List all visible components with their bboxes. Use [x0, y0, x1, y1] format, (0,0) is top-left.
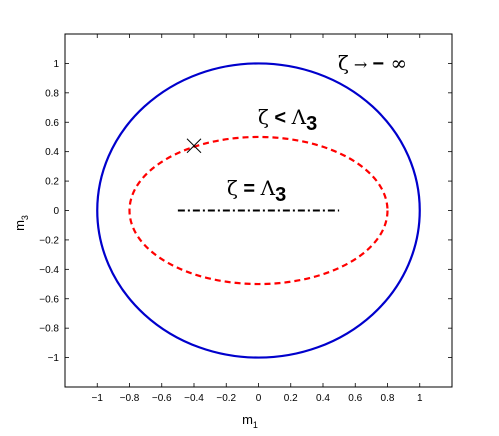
y-tick-label: −1 [48, 353, 60, 364]
x-tick-label: −0.8 [120, 393, 140, 404]
x-marker [186, 138, 202, 154]
x-tick-label: 0.2 [284, 393, 298, 404]
x-tick-label: −0.4 [184, 393, 204, 404]
axes: −1 −0.8 −0.6 −0.4 −0.2 0 0.2 0.4 0.6 0.8 1 1 0.8 0.6 0… [39, 33, 453, 404]
x-tick-label: 1 [417, 393, 423, 404]
x-tick-label: 0.4 [316, 393, 330, 404]
y-axis-label-main: m [12, 220, 27, 231]
x-axis-label-sub: 1 [253, 420, 258, 430]
y-tick-label: −0.6 [39, 294, 59, 305]
series-1-dashed-ellipse [128, 135, 389, 286]
y-tick-label: 0.8 [45, 88, 59, 99]
x-axis-label: m1 [242, 412, 258, 430]
x-tick-label: 0 [256, 393, 262, 404]
plot-area [96, 62, 421, 359]
series-0-solid-circle [96, 62, 421, 359]
y-tick-label: 0 [53, 206, 59, 217]
annotation-zeta-equals-lambda: ζ = Λ3 [227, 176, 286, 206]
x-tick-label: 0.6 [348, 393, 362, 404]
x-marker-stroke-2 [186, 138, 202, 154]
y-tick-label: −0.4 [39, 265, 59, 276]
y-tick-label: 0.2 [45, 177, 59, 188]
y-tick-label: 1 [53, 59, 59, 70]
y-axis-label: m3 [12, 215, 30, 231]
x-tick-label: −0.2 [216, 393, 236, 404]
x-tick-label: −1 [92, 393, 104, 404]
y-tick-label: 0.6 [45, 118, 59, 129]
annotation-zeta-to-minus-infinity: ζ → − ∞ [338, 51, 407, 75]
y-axis-label-sub: 3 [20, 215, 30, 220]
y-tick-label: −0.2 [39, 235, 59, 246]
x-axis-label-main: m [242, 412, 253, 427]
y-tick-label: 0.4 [45, 147, 59, 158]
x-tick-label: 0.8 [381, 393, 395, 404]
annotation-zeta-less-than-lambda: ζ < Λ3 [258, 105, 317, 135]
y-tick-label: −0.8 [39, 324, 59, 335]
x-tick-label: −0.6 [152, 393, 172, 404]
